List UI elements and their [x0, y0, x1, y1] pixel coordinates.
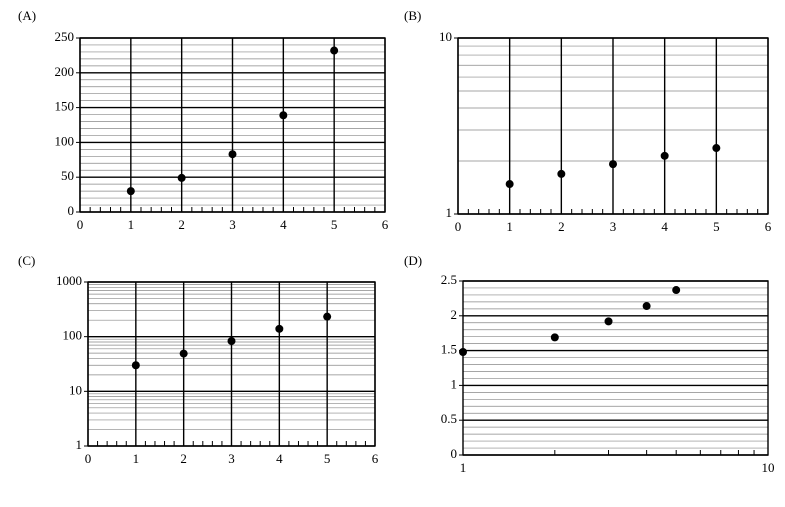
y-tick-label: 1 — [451, 376, 458, 391]
y-tick-label: 10 — [439, 29, 452, 44]
y-tick-label: 1 — [76, 437, 83, 452]
y-tick-label: 200 — [55, 64, 75, 79]
x-tick-label: 1 — [128, 217, 135, 232]
x-tick-label: 2 — [558, 219, 565, 234]
panel-label: (D) — [404, 253, 422, 268]
plot-frame — [462, 280, 769, 456]
data-point — [275, 324, 284, 333]
data-point — [330, 46, 339, 55]
y-tick-label: 150 — [55, 99, 75, 114]
panel-label: (A) — [18, 8, 36, 23]
data-point — [227, 337, 236, 346]
x-tick-label: 2 — [180, 451, 187, 466]
plot-frame — [457, 37, 769, 215]
panel-label: (B) — [404, 8, 421, 23]
y-tick-label: 1.5 — [441, 342, 457, 357]
y-tick-label: 2.5 — [441, 272, 457, 287]
data-point — [609, 160, 617, 169]
y-tick-label: 10 — [69, 382, 82, 397]
data-point — [557, 169, 566, 178]
data-point — [279, 111, 288, 120]
x-tick-label: 0 — [455, 219, 462, 234]
x-tick-label: 0 — [77, 217, 84, 232]
y-tick-label: 0.5 — [441, 411, 457, 426]
x-tick-label: 6 — [372, 451, 379, 466]
data-point — [179, 349, 188, 358]
data-point — [550, 333, 559, 342]
y-tick-label: 0 — [68, 203, 75, 218]
data-point — [672, 286, 681, 295]
data-point — [323, 312, 332, 321]
x-tick-label: 10 — [762, 460, 775, 475]
data-point — [505, 180, 514, 189]
x-tick-label: 5 — [331, 217, 338, 232]
data-point — [459, 347, 467, 356]
x-tick-label: 0 — [85, 451, 92, 466]
data-point — [177, 173, 186, 182]
y-tick-label: 1000 — [56, 273, 82, 288]
y-tick-label: 0 — [451, 446, 458, 461]
x-tick-label: 5 — [324, 451, 331, 466]
x-tick-label: 6 — [765, 219, 772, 234]
x-tick-label: 2 — [178, 217, 185, 232]
data-point — [228, 150, 237, 159]
x-tick-label: 6 — [382, 217, 389, 232]
x-tick-label: 1 — [133, 451, 140, 466]
x-tick-label: 5 — [713, 219, 720, 234]
x-tick-label: 4 — [280, 217, 287, 232]
data-point — [642, 302, 651, 311]
data-point — [712, 144, 721, 153]
plot-frame — [79, 37, 386, 213]
x-tick-label: 1 — [460, 460, 467, 475]
y-tick-label: 250 — [55, 29, 75, 44]
y-tick-label: 50 — [61, 168, 74, 183]
panel-label: (C) — [18, 253, 35, 268]
x-tick-label: 3 — [229, 217, 236, 232]
plot-frame — [87, 281, 376, 447]
data-point — [126, 187, 135, 196]
data-point — [131, 361, 140, 370]
y-tick-label: 100 — [55, 133, 75, 148]
data-point — [604, 317, 613, 326]
data-point — [660, 151, 669, 160]
y-tick-label: 1 — [446, 205, 453, 220]
x-tick-label: 3 — [610, 219, 617, 234]
y-tick-label: 100 — [63, 328, 83, 343]
x-tick-label: 4 — [661, 219, 668, 234]
x-tick-label: 3 — [228, 451, 235, 466]
x-tick-label: 1 — [506, 219, 513, 234]
y-tick-label: 2 — [451, 307, 458, 322]
x-tick-label: 4 — [276, 451, 283, 466]
